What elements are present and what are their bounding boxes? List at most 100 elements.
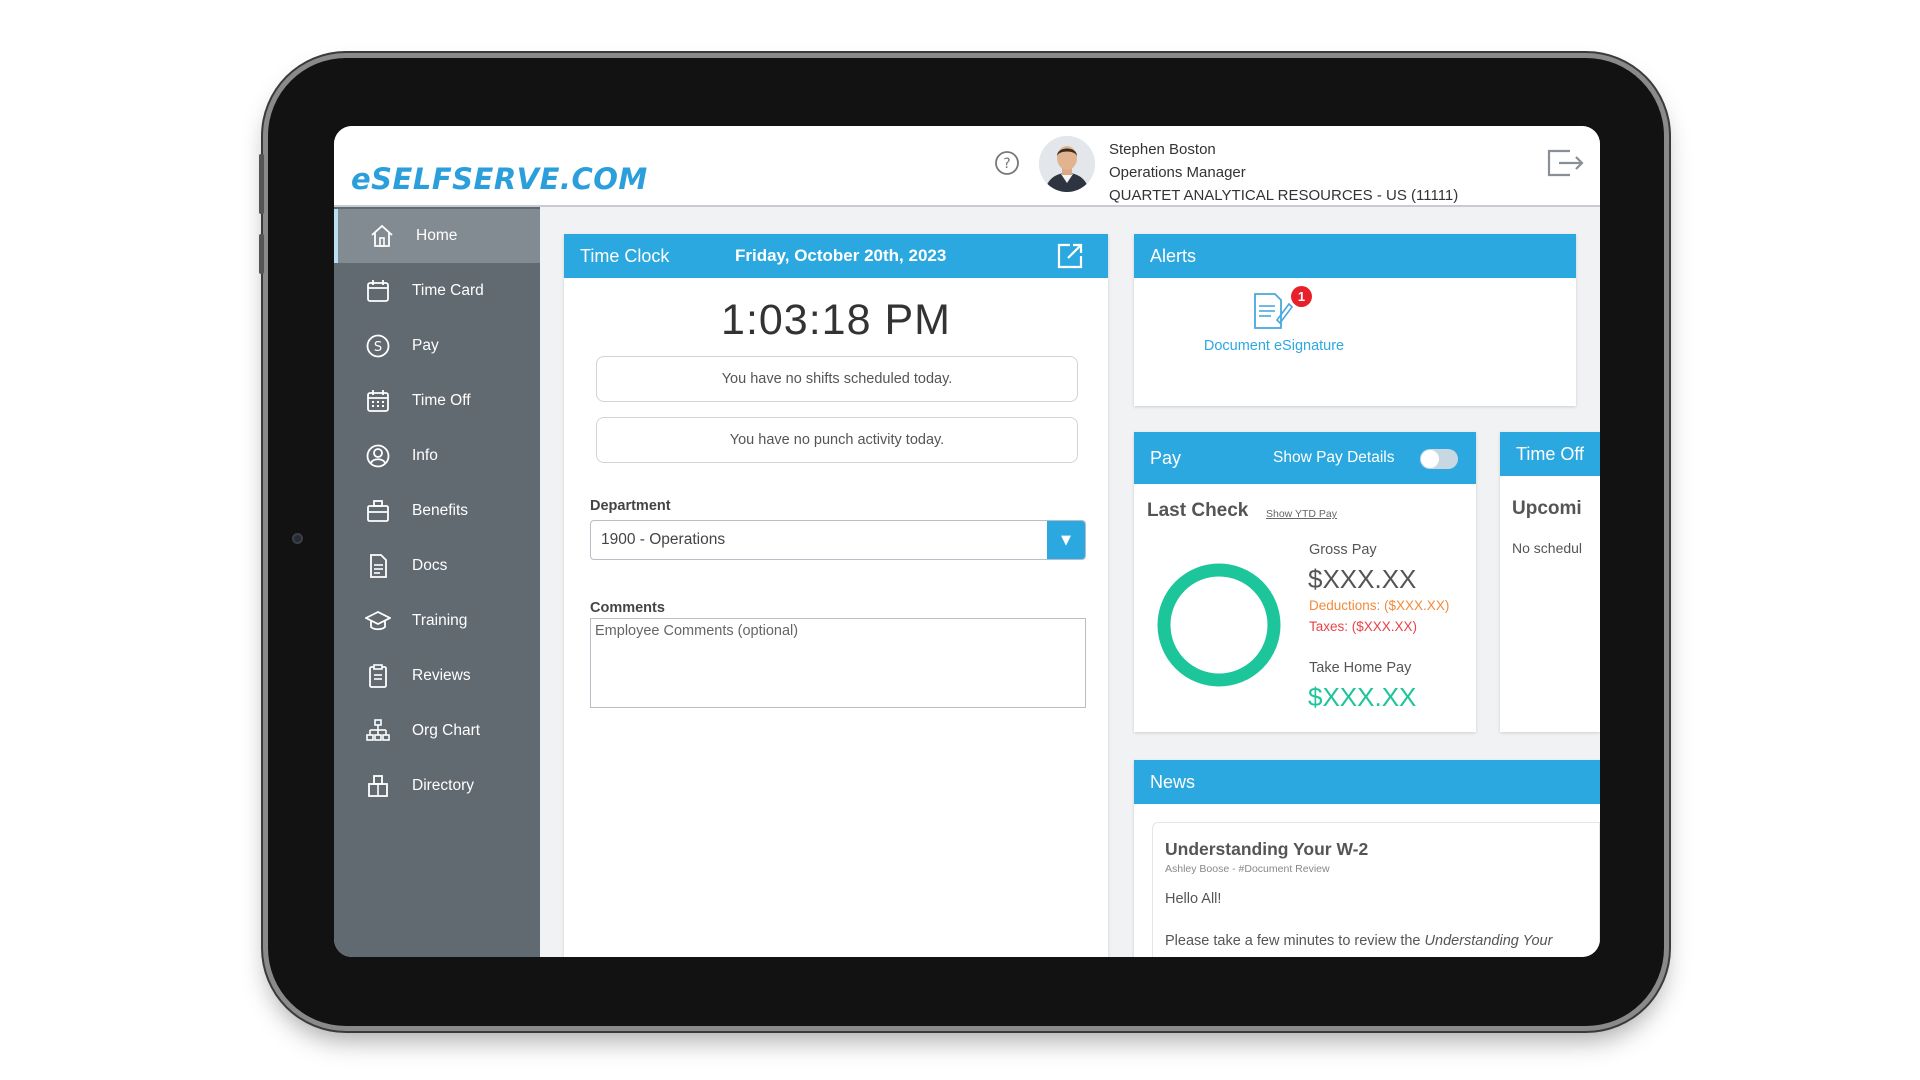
time-off-no-scheduled: No schedul — [1512, 540, 1583, 556]
sidebar-item-docs[interactable]: Docs — [334, 539, 540, 593]
time-off-card: Time Off Upcomi No schedul — [1500, 432, 1600, 732]
document-esignature-label: Document eSignature — [1203, 338, 1345, 354]
sidebar-item-directory[interactable]: Directory — [334, 759, 540, 813]
svg-text:S: S — [374, 340, 382, 355]
logout-icon[interactable] — [1544, 146, 1586, 180]
alert-badge: 1 — [1291, 286, 1312, 307]
sidebar-item-label: Org Chart — [412, 722, 481, 739]
sidebar-item-label: Info — [412, 447, 438, 464]
graduation-cap-icon — [364, 607, 392, 635]
alerts-header: Alerts — [1134, 234, 1576, 278]
sidebar-item-label: Pay — [412, 337, 439, 354]
svg-text:?: ? — [1003, 156, 1010, 172]
sidebar-item-time-off[interactable]: Time Off — [334, 374, 540, 428]
user-info: Stephen Boston Operations Manager QUARTE… — [1109, 138, 1458, 207]
sidebar-item-training[interactable]: Training — [334, 594, 540, 648]
gross-pay-value: $XXX.XX — [1308, 564, 1417, 594]
chevron-down-icon[interactable]: ▼ — [1047, 521, 1085, 559]
sidebar-item-benefits[interactable]: Benefits — [334, 484, 540, 538]
pay-title: Pay — [1150, 447, 1182, 468]
no-punch-message: You have no punch activity today. — [596, 417, 1078, 463]
gross-pay-label: Gross Pay — [1309, 542, 1377, 558]
avatar[interactable] — [1039, 136, 1095, 192]
org-chart-icon — [364, 717, 392, 745]
deductions-value: Deductions: ($XXX.XX) — [1309, 598, 1450, 613]
side-button — [259, 234, 264, 274]
comments-field[interactable]: Employee Comments (optional) — [590, 618, 1086, 708]
article-body-italic: Understanding Your — [1424, 933, 1553, 949]
sidebar-item-label: Reviews — [412, 667, 471, 684]
article-meta: Ashley Boose - #Document Review — [1165, 863, 1330, 875]
department-label: Department — [590, 498, 671, 514]
user-circle-icon — [364, 442, 392, 470]
home-icon — [368, 222, 396, 250]
show-pay-details-label: Show Pay Details — [1273, 449, 1395, 466]
sidebar-item-pay[interactable]: S Pay — [334, 319, 540, 373]
open-external-icon[interactable] — [1056, 242, 1084, 270]
article-title[interactable]: Understanding Your W-2 — [1165, 839, 1369, 859]
sidebar-item-label: Directory — [412, 777, 475, 794]
sidebar-item-info[interactable]: Info — [334, 429, 540, 483]
sidebar-item-label: Time Off — [412, 392, 471, 409]
pay-donut-chart — [1157, 563, 1281, 687]
app-header: eSELFSERVE.COM ? Stephen Boston Operatio… — [334, 126, 1600, 207]
alerts-card: Alerts 1 Document eSignature — [1134, 234, 1576, 406]
sidebar-item-label: Docs — [412, 557, 448, 574]
time-clock-header: Time Clock Friday, October 20th, 2023 — [564, 234, 1108, 278]
time-off-title: Time Off — [1516, 443, 1585, 464]
document-icon — [364, 552, 392, 580]
show-pay-details-toggle[interactable] — [1420, 449, 1458, 469]
take-home-pay-label: Take Home Pay — [1309, 660, 1412, 676]
take-home-pay-value: $XXX.XX — [1308, 682, 1417, 712]
app-screen: eSELFSERVE.COM ? Stephen Boston Operatio… — [334, 126, 1600, 957]
calendar-icon — [364, 277, 392, 305]
pay-card: Pay Show Pay Details Last Check Show YTD… — [1134, 432, 1476, 732]
department-select[interactable]: 1900 - Operations ▼ — [590, 520, 1086, 560]
clipboard-icon — [364, 662, 392, 690]
sidebar-item-label: Home — [416, 227, 458, 244]
time-clock-date: Friday, October 20th, 2023 — [735, 246, 947, 265]
user-name: Stephen Boston — [1109, 141, 1216, 158]
article-body-text: Please take a few minutes to review the — [1165, 933, 1425, 949]
comments-placeholder: Employee Comments (optional) — [595, 623, 799, 639]
briefcase-icon — [364, 497, 392, 525]
comments-label: Comments — [590, 600, 665, 616]
department-value: 1900 - Operations — [601, 531, 726, 548]
news-article[interactable]: Understanding Your W-2 Ashley Boose - #D… — [1152, 822, 1600, 957]
no-shifts-message: You have no shifts scheduled today. — [596, 356, 1078, 402]
news-card: News Understanding Your W-2 Ashley Boose… — [1134, 760, 1600, 957]
alerts-title: Alerts — [1150, 245, 1197, 266]
article-greeting: Hello All! — [1165, 891, 1222, 907]
pay-header: Pay Show Pay Details — [1134, 432, 1476, 484]
directory-icon — [364, 772, 392, 800]
user-title: Operations Manager — [1109, 164, 1246, 181]
time-clock-title: Time Clock — [580, 245, 670, 266]
company-name: QUARTET ANALYTICAL RESOURCES - US (11111… — [1109, 187, 1459, 204]
sidebar-item-home[interactable]: Home — [334, 209, 540, 263]
sidebar-item-reviews[interactable]: Reviews — [334, 649, 540, 703]
time-clock-card: Time Clock Friday, October 20th, 2023 1:… — [564, 234, 1108, 957]
calendar-grid-icon — [364, 387, 392, 415]
article-body: Please take a few minutes to review the … — [1165, 933, 1552, 949]
sidebar-item-org-chart[interactable]: Org Chart — [334, 704, 540, 758]
sidebar-item-time-card[interactable]: Time Card — [334, 264, 540, 318]
clock-time: 1:03:18 PM — [721, 296, 951, 344]
last-check-title: Last Check — [1147, 500, 1249, 521]
taxes-value: Taxes: ($XXX.XX) — [1309, 619, 1418, 634]
help-icon[interactable]: ? — [994, 150, 1020, 176]
sidebar-item-label: Training — [412, 612, 468, 629]
side-button — [259, 154, 264, 214]
document-signature-icon — [1254, 293, 1294, 329]
sidebar-item-label: Time Card — [412, 282, 484, 299]
time-off-header: Time Off — [1500, 432, 1600, 476]
logo[interactable]: eSELFSERVE.COM — [351, 162, 648, 196]
document-esignature-alert[interactable]: 1 Document eSignature — [1194, 286, 1344, 360]
sidebar-item-label: Benefits — [412, 502, 469, 519]
news-header: News — [1134, 760, 1600, 804]
time-off-upcoming-title: Upcomi — [1512, 498, 1582, 519]
show-ytd-pay-link[interactable]: Show YTD Pay — [1266, 508, 1338, 520]
sidebar: Home Time Card S Pay Time Off Info — [334, 207, 540, 957]
dollar-icon: S — [364, 332, 392, 360]
camera-icon — [292, 533, 303, 544]
news-title: News — [1150, 771, 1196, 792]
